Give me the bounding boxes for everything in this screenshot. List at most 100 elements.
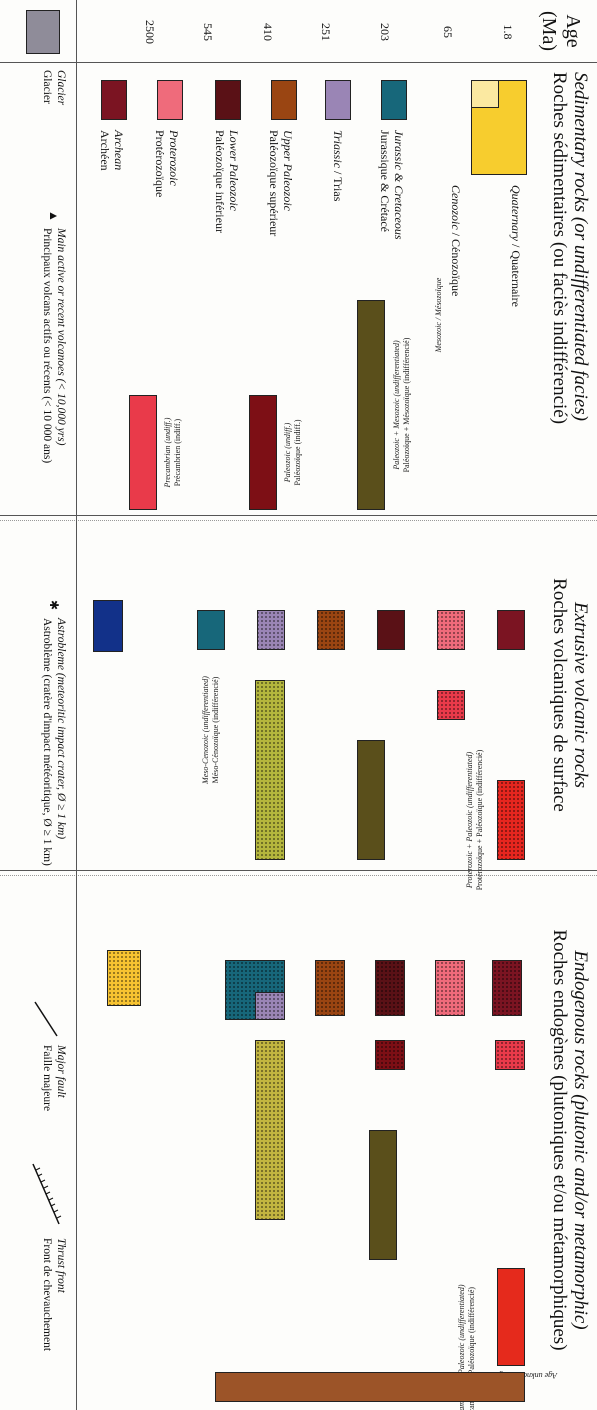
note-prot-paleo: Proterozoic + Paleozoic (undifferentiate… — [465, 740, 485, 900]
label-upper-paleozoic-fr: Paléozoïque supérieur — [267, 130, 282, 237]
age-203: 203 — [378, 23, 392, 41]
label-proterozoic-fr: Protérozoïque — [153, 130, 168, 198]
note-meso-ceno-en: Meso-Cenozoic (undifferentiated) — [201, 676, 210, 784]
swatch-proterozoic — [157, 80, 183, 120]
legend-thrust-fr: Front de chevauchement — [41, 1238, 54, 1352]
label-upper-paleozoic: Upper Paleozoic Paléozoïque supérieur — [266, 130, 295, 237]
swatch-endo-proterozoic — [435, 960, 465, 1016]
swatch-volc-cenozoic — [93, 600, 123, 652]
swatch-paleozoic-undiff — [249, 395, 277, 510]
sedimentary-header-fr: Roches sédimentaires (ou faciès indiffér… — [548, 72, 570, 425]
swatch-jurassic-cretaceous — [381, 80, 407, 120]
note-prot-paleo-en: Proterozoic + Paleozoic (undifferentiate… — [465, 751, 474, 889]
legend-glacier-fr: Glacier — [41, 70, 54, 104]
note-meso-ceno-fr: Méso-Cénozoïque (indifférencié) — [211, 676, 220, 784]
note-precambrian-fr: Précambrien (indiff.) — [173, 418, 182, 487]
label-jurassic-fr: Jurassique & Crétacé — [378, 130, 393, 232]
legend-astrobleme-en: Astrobleme (meteoritic impact crater, Ø … — [55, 618, 67, 840]
label-proterozoic-en: Proterozoic — [167, 130, 181, 186]
note-paleozoic-fr: Paléozoïque (indiff.) — [293, 419, 302, 486]
swatch-volc-archean — [497, 610, 525, 650]
label-triassic: Triassic / Trias — [330, 130, 345, 202]
note-meso-ceno: Meso-Cenozoic (undifferentiated) Méso-Cén… — [201, 650, 221, 810]
swatch-endo-unknown — [215, 1372, 525, 1402]
note-paleozoic: Paleozoic (undiff.) Paléozoïque (indiff.) — [283, 395, 303, 510]
fault-icon — [34, 1001, 58, 1037]
endogenous-header-en: Endogenous rocks (plutonic and/or metamo… — [570, 950, 591, 1330]
legend-fault: Major fault Faille majeure — [39, 1045, 67, 1111]
swatch-precambrian-undiff — [129, 395, 157, 510]
legend-fault-fr: Faille majeure — [41, 1045, 54, 1112]
legend-volcano: Main active or recent volcanoes (< 10,00… — [39, 228, 67, 463]
label-upper-paleozoic-en: Upper Paleozoic — [281, 130, 295, 211]
swatch-endo-archean — [492, 960, 522, 1016]
legend-volcano-fr: Principaux volcans actifs ou récents (< … — [41, 228, 54, 464]
label-quaternary: Quaternary / Quaternaire — [508, 185, 523, 307]
swatch-paleo-meso — [357, 300, 385, 510]
label-lower-paleozoic-en: Lower Paleozoic — [227, 130, 241, 211]
swatch-endo-precambrian — [495, 1040, 525, 1070]
swatch-endo-paleozoic — [375, 1040, 405, 1070]
age-410: 410 — [261, 23, 275, 41]
label-archean-fr: Archéen — [98, 130, 113, 171]
label-quaternary-en: Quaternary — [509, 185, 523, 241]
legend-glacier-en: Glacier — [55, 70, 67, 106]
divider-volcanic-endogenous — [0, 870, 597, 871]
astrobleme-icon: ✱ — [47, 600, 61, 611]
label-triassic-en: Triassic — [331, 130, 345, 169]
swatch-endo-lower-paleozoic — [375, 960, 405, 1016]
age-header-text: Age (Ma) — [538, 11, 584, 51]
legend-glacier: Glacier Glacier — [39, 70, 67, 105]
label-proterozoic: Proterozoic Protérozoïque — [152, 130, 181, 198]
dotted-divider-2 — [0, 875, 597, 876]
legend-thrust: Thrust front Front de chevauchement — [39, 1238, 67, 1351]
endogenous-header-fr: Roches endogènes (plutoniques et/ou méta… — [548, 929, 570, 1351]
swatch-triassic — [325, 80, 351, 120]
note-paleo-meso-fr: Paléozoïque + Mésozoïque (indifférencié) — [402, 337, 411, 473]
age-1-8: 1.8 — [501, 24, 515, 40]
label-jurassic: Jurassic & Cretaceous Jurassique & Crétac… — [377, 130, 406, 240]
extrusive-header-fr: Roches volcaniques de surface — [548, 578, 570, 812]
endogenous-header: Endogenous rocks (plutonic and/or metamo… — [548, 875, 591, 1405]
swatch-cenozoic — [499, 80, 527, 175]
swatch-endo-prec-paleo — [497, 1268, 525, 1366]
swatch-quaternary — [471, 80, 499, 108]
label-cenozoic-en: Cenozoic — [449, 185, 463, 230]
label-triassic-fr: / Trias — [331, 168, 345, 202]
sedimentary-header: Sedimentary rocks (or undifferentiated f… — [548, 72, 591, 512]
dotted-divider-1 — [0, 520, 597, 521]
label-archean: Archean Archéen — [97, 130, 126, 171]
note-precambrian-en: Precambrian (undiff.) — [163, 417, 172, 488]
label-quaternary-fr: / Quaternaire — [509, 241, 523, 307]
swatch-volc-triassic — [257, 610, 285, 650]
note-paleo-meso-en: Paleozoic + Mesozoic (undifferentiated) — [392, 340, 401, 470]
label-jurassic-en: Jurassic & Cretaceous — [392, 130, 406, 240]
extrusive-header-en: Extrusive volcanic rocks — [570, 601, 591, 789]
swatch-endo-triassic — [255, 992, 285, 1020]
legend-divider — [76, 0, 77, 1410]
swatch-cenozoic-lower — [471, 108, 499, 175]
note-prot-paleo-fr: Protérozoïque + Paléozoïque (indifférenc… — [475, 749, 484, 891]
age-2500: 2500 — [143, 20, 157, 44]
legend-astrobleme: Astrobleme (meteoritic impact crater, Ø … — [39, 618, 67, 866]
age-65: 65 — [441, 26, 455, 38]
divider-sed-volcanic — [0, 515, 597, 516]
swatch-endo-meso-ceno — [255, 1040, 285, 1220]
swatch-volc-paleo-meso — [357, 740, 385, 860]
swatch-volc-meso-ceno — [255, 680, 285, 860]
note-age-unknown-wrap: Age unknown / Âge indéterminé — [455, 1370, 557, 1380]
legend-thrust-en: Thrust front — [55, 1238, 67, 1293]
divider-age — [0, 62, 597, 63]
note-paleo-meso: Paleozoic + Mesozoic (undifferentiated) P… — [392, 300, 412, 510]
legend-volcano-en: Main active or recent volcanoes (< 10,00… — [55, 228, 67, 446]
swatch-endo-upper-paleozoic — [315, 960, 345, 1016]
swatch-glacier — [26, 10, 60, 54]
label-cenozoic: Cenozoic / Cénozoïque — [448, 185, 463, 297]
note-precambrian: Precambrian (undiff.) Précambrien (indiff… — [163, 395, 183, 510]
swatch-archean — [101, 80, 127, 120]
swatch-volc-prot-paleo — [497, 780, 525, 860]
label-cenozoic-fr: / Cénozoïque — [449, 229, 463, 297]
age-header: Age (Ma) — [537, 8, 585, 54]
